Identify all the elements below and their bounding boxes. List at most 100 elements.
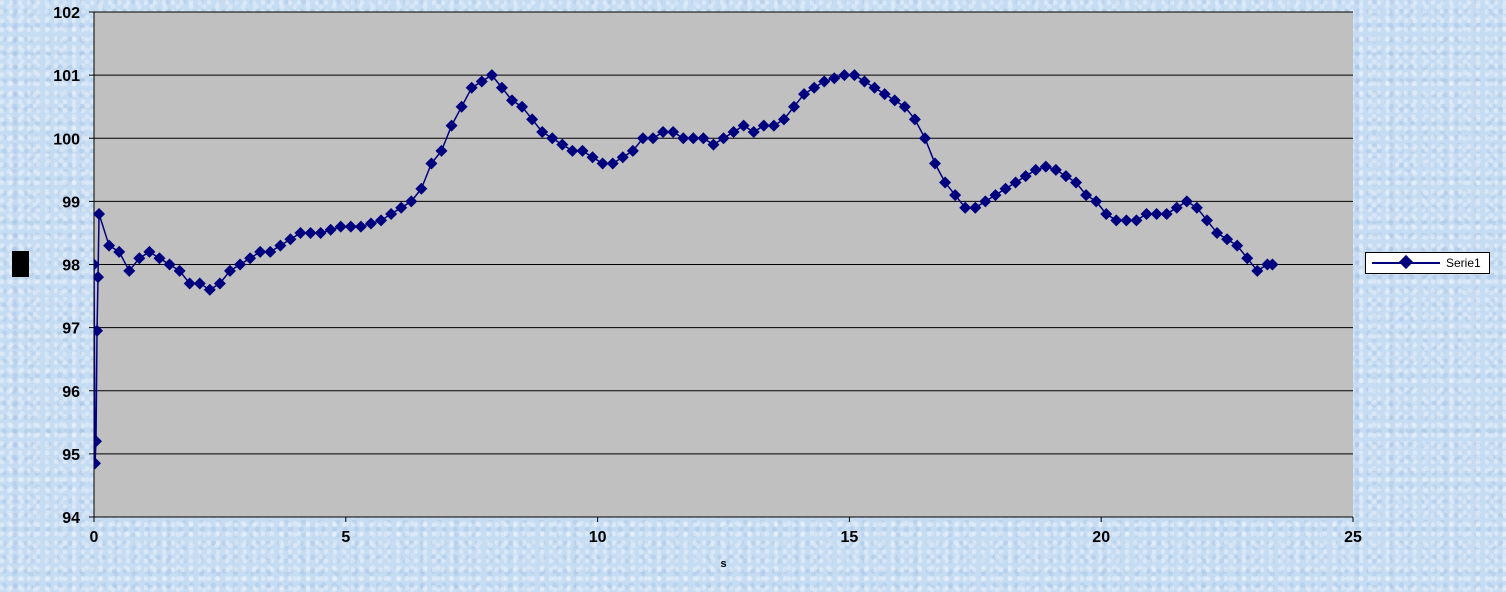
- data-point: [818, 75, 831, 88]
- data-point: [737, 119, 750, 132]
- data-point: [123, 264, 136, 277]
- data-point: [918, 132, 931, 145]
- data-point: [596, 157, 609, 170]
- x-tick-label: 0: [90, 529, 99, 546]
- data-point: [516, 100, 529, 113]
- data-point: [929, 157, 942, 170]
- data-point: [94, 435, 103, 448]
- data-point: [344, 220, 357, 233]
- data-point: [888, 94, 901, 107]
- data-point: [636, 132, 649, 145]
- data-point: [1241, 252, 1254, 265]
- data-point: [465, 81, 478, 94]
- data-point: [979, 195, 992, 208]
- data-point: [1130, 214, 1143, 227]
- y-tick-label: 98: [62, 258, 80, 275]
- data-point: [193, 277, 206, 290]
- data-point: [798, 88, 811, 101]
- data-point: [536, 125, 549, 138]
- data-point: [657, 125, 670, 138]
- x-tick-label: 25: [1344, 529, 1362, 546]
- data-point: [848, 69, 861, 82]
- data-point: [505, 94, 518, 107]
- data-point: [264, 245, 277, 258]
- data-point: [767, 119, 780, 132]
- data-point: [94, 324, 104, 337]
- data-point: [244, 252, 257, 265]
- data-point: [213, 277, 226, 290]
- data-point: [687, 132, 700, 145]
- data-point: [183, 277, 196, 290]
- data-point: [1150, 208, 1163, 220]
- legend-label-serie1: Serie1: [1446, 256, 1481, 270]
- y-tick-label: 96: [62, 384, 80, 401]
- data-point: [908, 113, 921, 126]
- data-point: [677, 132, 690, 145]
- data-point: [113, 245, 126, 258]
- data-point: [858, 75, 871, 88]
- data-point: [1100, 208, 1113, 220]
- y-tick-label: 97: [62, 321, 80, 338]
- legend-swatch-serie1: [1372, 253, 1444, 273]
- data-point: [1160, 208, 1173, 220]
- data-point: [1120, 214, 1133, 227]
- data-point: [606, 157, 619, 170]
- data-point: [697, 132, 710, 145]
- data-point: [878, 88, 891, 101]
- data-point: [234, 258, 247, 271]
- data-point: [757, 119, 770, 132]
- data-point: [445, 119, 458, 132]
- data-point: [868, 81, 881, 94]
- data-point: [94, 271, 105, 284]
- data-point: [1029, 163, 1042, 176]
- data-point: [777, 113, 790, 126]
- data-point: [1251, 264, 1264, 277]
- data-point: [717, 132, 730, 145]
- data-point: [1211, 226, 1224, 239]
- data-point: [455, 100, 468, 113]
- data-point: [425, 157, 438, 170]
- data-point: [626, 144, 639, 157]
- data-point: [546, 132, 559, 145]
- data-point: [667, 125, 680, 138]
- y-axis-label-box: [12, 251, 29, 277]
- data-point: [526, 113, 539, 126]
- data-point: [1070, 176, 1083, 189]
- data-point: [616, 151, 629, 164]
- data-point: [646, 132, 659, 145]
- legend: Serie1: [1365, 252, 1490, 274]
- data-point: [1110, 214, 1123, 227]
- data-point: [1090, 195, 1103, 208]
- x-tick-label: 15: [841, 529, 859, 546]
- data-point: [989, 189, 1002, 202]
- data-point: [294, 226, 307, 239]
- data-point: [153, 252, 166, 265]
- data-point: [949, 189, 962, 202]
- data-point: [354, 220, 367, 233]
- data-point: [314, 226, 327, 239]
- data-point: [556, 138, 569, 151]
- data-point: [133, 252, 146, 265]
- x-tick-label: 5: [341, 529, 350, 546]
- data-point: [254, 245, 267, 258]
- data-point: [1009, 176, 1022, 189]
- data-point: [324, 223, 337, 236]
- data-point: [1231, 239, 1244, 252]
- data-point: [495, 81, 508, 94]
- data-point: [284, 233, 297, 246]
- y-tick-label: 102: [53, 5, 80, 22]
- data-point: [163, 258, 176, 271]
- data-point: [385, 208, 398, 220]
- x-axis-title: s: [720, 558, 726, 570]
- data-point: [435, 144, 448, 157]
- data-point: [223, 264, 236, 277]
- y-tick-label: 95: [62, 447, 80, 464]
- y-tick-label: 101: [53, 68, 80, 85]
- data-point: [586, 151, 599, 164]
- data-point: [939, 176, 952, 189]
- data-point: [485, 69, 498, 82]
- data-point: [103, 239, 116, 252]
- data-point: [1039, 160, 1052, 173]
